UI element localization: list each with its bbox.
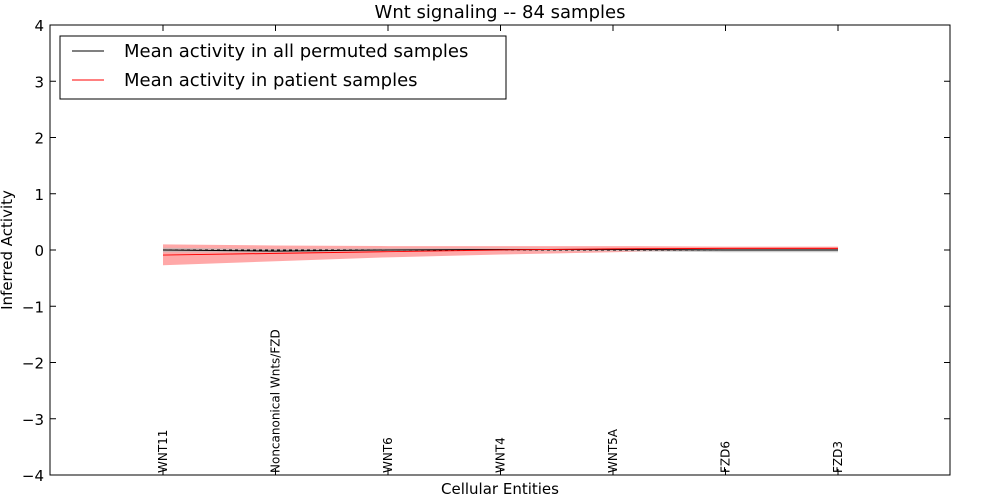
y-tick-label: 2 <box>34 130 44 148</box>
band-patient <box>163 244 838 266</box>
series-line-patient <box>162 247 838 256</box>
legend: Mean activity in all permuted samples Me… <box>59 35 507 100</box>
y-tick-label: 1 <box>34 186 44 204</box>
x-tick-label: WNT4 <box>494 437 508 473</box>
y-tick-label: 4 <box>34 17 44 35</box>
x-tick-label: WNT11 <box>156 430 170 473</box>
y-axis-label: Inferred Activity <box>0 190 16 310</box>
x-tick-label: WNT6 <box>381 437 395 473</box>
x-tick-label: Noncanonical Wnts/FZD <box>269 329 283 473</box>
legend-box <box>59 35 507 100</box>
y-tick-label: 0 <box>34 242 44 260</box>
y-tick-label: 3 <box>34 73 44 91</box>
legend-label-patient: Mean activity in patient samples <box>124 70 418 91</box>
plot-area: 4 3 2 1 0 −1 −2 −3 −4 WNT11 Noncanonical Wnts/FZD W… <box>22 17 951 485</box>
x-tick-label: WNT5A <box>606 428 620 473</box>
y-tick-label: −2 <box>22 355 44 373</box>
chart-title: Wnt signaling -- 84 samples <box>375 2 626 23</box>
legend-label-permuted: Mean activity in all permuted samples <box>124 41 468 62</box>
y-tick-label: −1 <box>22 298 44 316</box>
y-tick-label: −3 <box>22 411 44 429</box>
x-axis-label: Cellular Entities <box>441 480 559 498</box>
series-line-permuted <box>162 248 838 252</box>
x-tick-label: FZD3 <box>831 441 845 473</box>
y-tick-label: −4 <box>22 467 44 485</box>
x-tick-label: FZD6 <box>719 441 733 473</box>
